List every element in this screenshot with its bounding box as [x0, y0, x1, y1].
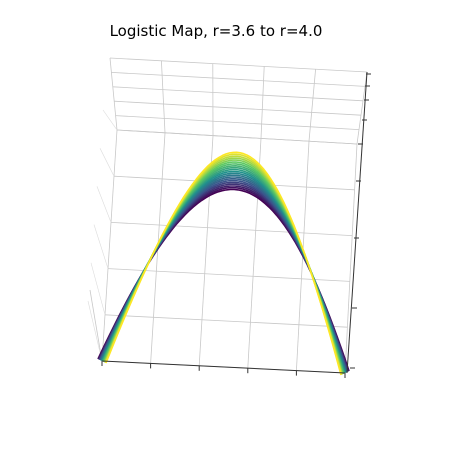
chart-title: Logistic Map, r=3.6 to r=4.0	[110, 22, 323, 40]
curves	[97, 151, 350, 376]
grid-line	[111, 72, 366, 87]
grid-line	[115, 115, 360, 130]
grid-line	[110, 222, 353, 236]
grid-line	[102, 109, 118, 131]
grid-line	[308, 69, 316, 142]
grid-line	[89, 289, 103, 362]
grid-line	[101, 129, 118, 362]
grid-line	[260, 66, 265, 139]
grid-line	[99, 148, 115, 177]
axes-lines	[101, 71, 371, 378]
z-axis-line	[346, 71, 368, 374]
grid-line	[96, 186, 112, 223]
grid-line	[107, 268, 350, 282]
grid-line	[109, 57, 368, 73]
grid-line	[161, 60, 166, 133]
curve-line	[105, 151, 342, 376]
grid-line	[116, 129, 358, 145]
grid-line	[344, 143, 358, 374]
x-axis-line	[101, 360, 346, 374]
grid-line	[104, 314, 348, 328]
grid-line	[87, 300, 103, 362]
grid-line	[356, 71, 368, 145]
grid-line	[109, 57, 118, 131]
grid-line	[93, 224, 109, 269]
grid-line	[114, 100, 362, 116]
grid-line	[90, 262, 106, 315]
grid-line	[112, 86, 364, 102]
